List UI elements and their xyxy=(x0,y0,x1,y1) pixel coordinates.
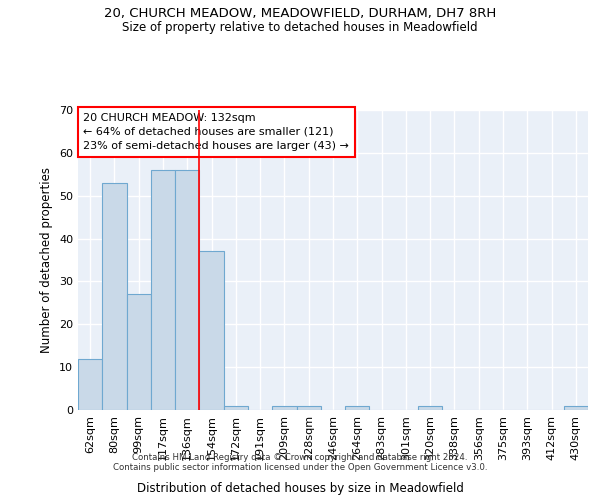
Text: Size of property relative to detached houses in Meadowfield: Size of property relative to detached ho… xyxy=(122,21,478,34)
Bar xyxy=(151,170,175,410)
Bar xyxy=(102,183,127,410)
Bar xyxy=(418,406,442,410)
Text: 20 CHURCH MEADOW: 132sqm
← 64% of detached houses are smaller (121)
23% of semi-: 20 CHURCH MEADOW: 132sqm ← 64% of detach… xyxy=(83,113,349,151)
Text: 20, CHURCH MEADOW, MEADOWFIELD, DURHAM, DH7 8RH: 20, CHURCH MEADOW, MEADOWFIELD, DURHAM, … xyxy=(104,8,496,20)
Bar xyxy=(296,406,321,410)
Bar xyxy=(224,406,248,410)
Bar xyxy=(175,170,199,410)
Bar xyxy=(199,252,224,410)
Bar xyxy=(345,406,370,410)
Text: Distribution of detached houses by size in Meadowfield: Distribution of detached houses by size … xyxy=(137,482,463,495)
Bar xyxy=(78,358,102,410)
Text: Contains public sector information licensed under the Open Government Licence v3: Contains public sector information licen… xyxy=(113,464,487,472)
Y-axis label: Number of detached properties: Number of detached properties xyxy=(40,167,53,353)
Bar xyxy=(564,406,588,410)
Text: Contains HM Land Registry data © Crown copyright and database right 2024.: Contains HM Land Registry data © Crown c… xyxy=(132,454,468,462)
Bar xyxy=(127,294,151,410)
Bar xyxy=(272,406,296,410)
